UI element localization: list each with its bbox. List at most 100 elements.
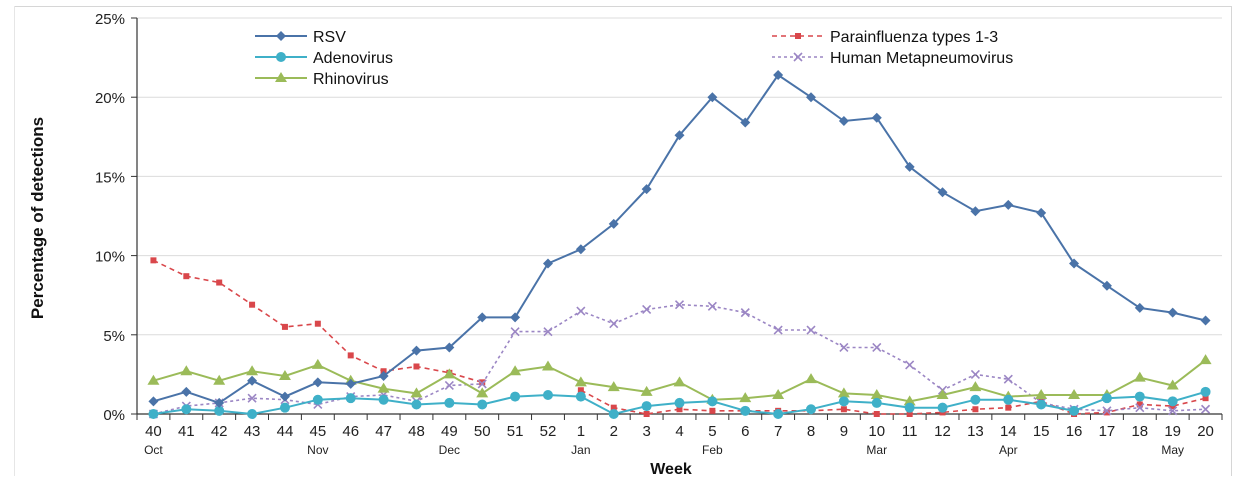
- data-point: [213, 374, 226, 385]
- data-point: [1003, 394, 1014, 405]
- data-point: [793, 52, 803, 62]
- data-point: [740, 117, 751, 128]
- legend-label: Adenovirus: [313, 50, 393, 67]
- data-point: [576, 306, 586, 316]
- x-tick-label: 10: [868, 423, 885, 440]
- data-point: [1168, 406, 1178, 416]
- data-point: [936, 388, 949, 399]
- data-point: [150, 257, 157, 264]
- data-point: [278, 369, 291, 380]
- x-tick-label: 19: [1164, 423, 1181, 440]
- data-point: [510, 327, 520, 337]
- data-point: [1102, 406, 1112, 416]
- data-point: [312, 394, 323, 405]
- x-axis-title: Week: [650, 461, 692, 478]
- data-point: [1200, 404, 1211, 414]
- data-point: [674, 397, 685, 408]
- data-point: [444, 342, 455, 353]
- data-point: [609, 319, 619, 329]
- data-point: [347, 352, 354, 359]
- data-point: [479, 379, 486, 386]
- data-point: [345, 393, 356, 404]
- legend: RSV Adenovirus Rhinovirus Parainfluenza typ…: [255, 29, 1013, 88]
- x-tick-label: 3: [642, 423, 650, 440]
- series-parainfluenza-types-1-3: [150, 257, 1209, 417]
- data-point: [577, 387, 584, 394]
- data-point: [477, 379, 487, 389]
- data-point: [608, 409, 619, 419]
- month-label: Jan: [571, 443, 590, 457]
- x-tick-label: 9: [840, 423, 848, 440]
- x-tick-label: 42: [211, 423, 228, 440]
- series-line: [153, 303, 1206, 415]
- data-point: [1133, 371, 1146, 382]
- month-label: Apr: [999, 443, 1018, 457]
- data-point: [805, 373, 818, 384]
- x-tick-label: 15: [1033, 423, 1050, 440]
- data-point: [773, 409, 784, 419]
- legend-label: Rhinovirus: [313, 71, 389, 88]
- x-tick-label: 50: [474, 423, 491, 440]
- x-tick-labels: 40 41 42 43 44 45 46 47 48 49 50 51 52 1 2 3 4 5 6 7 8 9 10 11 1…: [136, 414, 1223, 440]
- data-point: [1005, 404, 1012, 411]
- x-tick-label: 2: [610, 423, 618, 440]
- data-point: [707, 92, 718, 103]
- x-tick-label: 1: [577, 423, 585, 440]
- data-point: [247, 393, 257, 403]
- data-point: [148, 396, 159, 407]
- data-point: [1101, 280, 1112, 291]
- data-point: [509, 365, 522, 376]
- data-point: [249, 301, 256, 308]
- data-point: [1167, 307, 1178, 318]
- data-point: [1069, 405, 1080, 416]
- data-point: [674, 300, 685, 310]
- data-point: [410, 387, 423, 398]
- series-group: [147, 70, 1212, 419]
- data-point: [643, 411, 650, 417]
- x-tick-label: 11: [902, 423, 918, 440]
- data-point: [872, 342, 882, 353]
- series-rsv: [148, 70, 1211, 408]
- month-label: Nov: [307, 443, 328, 457]
- data-point: [937, 402, 948, 413]
- data-point: [1135, 403, 1145, 413]
- data-point: [541, 360, 554, 371]
- data-point: [642, 304, 652, 315]
- grid-lines: [131, 17, 1222, 415]
- data-point: [610, 404, 617, 411]
- legend-item: Rhinovirus: [255, 71, 389, 88]
- data-point: [1200, 315, 1211, 326]
- data-point: [279, 402, 290, 413]
- data-point: [147, 374, 160, 385]
- x-tick-label: 52: [540, 423, 557, 440]
- data-point: [275, 72, 287, 82]
- data-point: [870, 388, 883, 399]
- y-tick-label: 15%: [95, 169, 125, 186]
- data-point: [276, 52, 286, 62]
- data-point: [1167, 396, 1178, 407]
- frame-border-top: [14, 6, 1232, 7]
- data-point: [905, 360, 915, 370]
- legend-label: Parainfluenza types 1-3: [830, 29, 998, 46]
- data-point: [1200, 386, 1211, 397]
- x-tick-label: 17: [1099, 423, 1116, 440]
- data-point: [1036, 399, 1047, 410]
- data-point: [1003, 374, 1013, 384]
- data-point: [1136, 401, 1143, 408]
- data-point: [214, 397, 225, 408]
- data-point: [413, 363, 420, 370]
- data-point: [477, 312, 488, 323]
- data-point: [247, 375, 258, 386]
- series-adenovirus: [148, 386, 1211, 419]
- month-labels: Oct Nov Dec Jan Feb Mar Apr May: [144, 443, 1184, 457]
- data-point: [1036, 207, 1047, 218]
- data-point: [312, 377, 323, 388]
- data-point: [443, 368, 456, 379]
- data-point: [903, 395, 916, 406]
- data-point: [773, 325, 783, 335]
- x-tick-label: 8: [807, 423, 815, 440]
- data-point: [279, 391, 290, 402]
- data-point: [839, 342, 849, 353]
- y-tick-label: 0%: [103, 407, 125, 424]
